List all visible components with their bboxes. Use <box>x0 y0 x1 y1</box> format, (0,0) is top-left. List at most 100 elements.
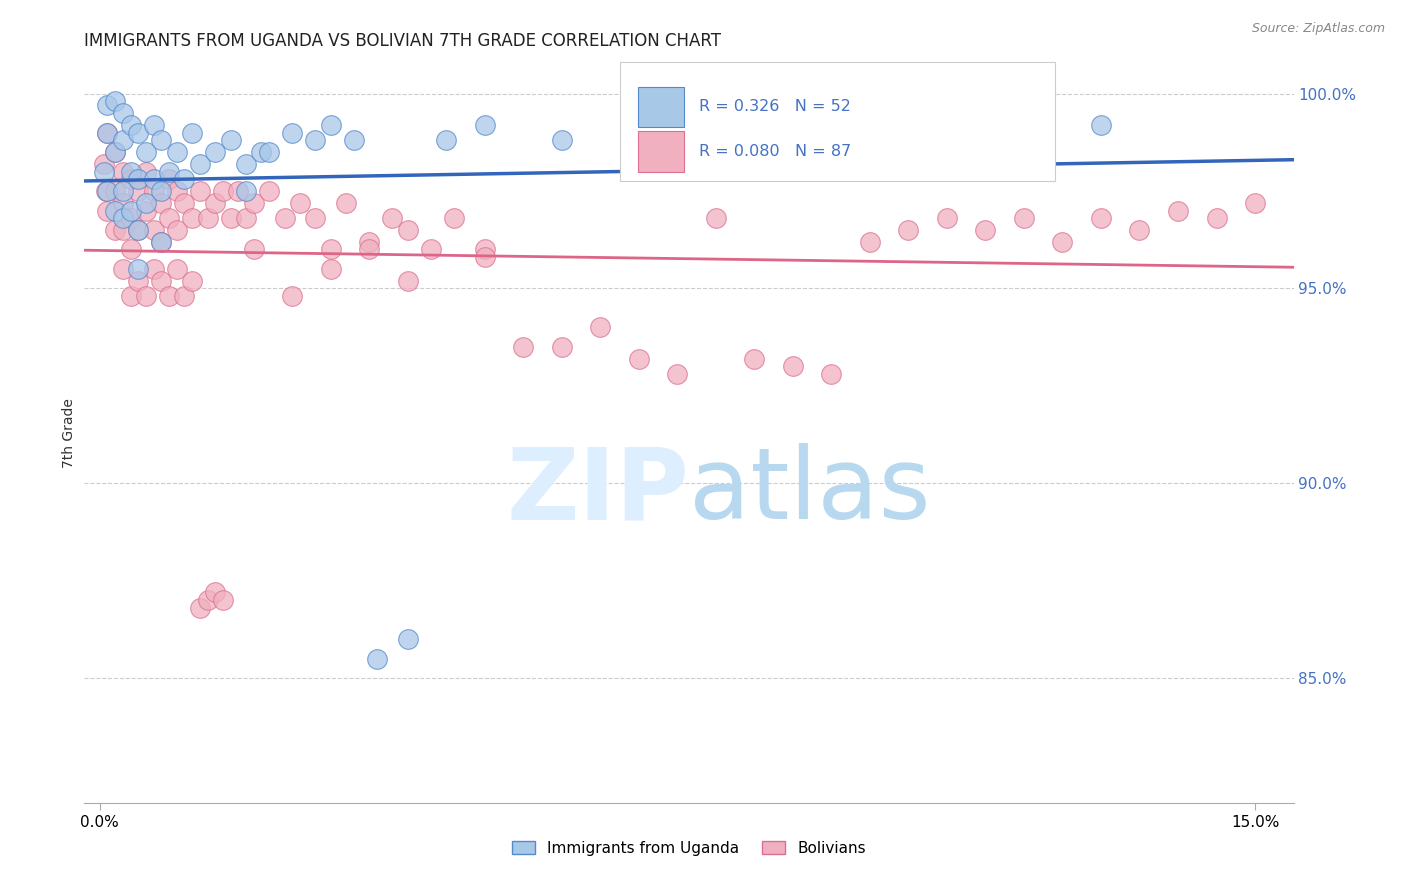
Point <box>228 184 250 198</box>
Point <box>111 223 134 237</box>
Point <box>197 593 219 607</box>
Point <box>288 195 311 210</box>
Point <box>820 367 842 381</box>
Point <box>150 235 173 249</box>
Y-axis label: 7th Grade: 7th Grade <box>62 398 76 467</box>
Point <box>142 262 165 277</box>
Point <box>96 98 118 112</box>
Point <box>127 223 149 237</box>
Point <box>212 184 235 198</box>
Bar <box>638 87 685 128</box>
Point <box>704 211 727 226</box>
Point <box>135 203 157 218</box>
Point <box>627 351 650 366</box>
Point <box>150 133 173 147</box>
Point <box>1052 235 1074 249</box>
Point <box>188 157 211 171</box>
Point <box>173 172 195 186</box>
Point <box>120 172 142 186</box>
Point <box>235 211 257 226</box>
Point <box>135 289 157 303</box>
Point <box>551 340 574 354</box>
Point <box>120 164 142 178</box>
Point <box>243 243 266 257</box>
Point <box>359 235 381 249</box>
Text: atlas: atlas <box>689 443 931 541</box>
Point <box>396 632 419 647</box>
Point <box>157 211 180 226</box>
Text: IMMIGRANTS FROM UGANDA VS BOLIVIAN 7TH GRADE CORRELATION CHART: IMMIGRANTS FROM UGANDA VS BOLIVIAN 7TH G… <box>84 32 721 50</box>
Point <box>250 145 273 159</box>
Point <box>142 172 165 186</box>
Point <box>150 195 173 210</box>
Point <box>111 106 134 120</box>
Point <box>166 262 188 277</box>
Point <box>166 223 188 237</box>
Point <box>111 211 134 226</box>
Point <box>1090 118 1112 132</box>
Text: ZIP: ZIP <box>506 443 689 541</box>
Point <box>111 133 134 147</box>
Point <box>127 274 149 288</box>
Point <box>181 126 204 140</box>
FancyBboxPatch shape <box>620 62 1056 181</box>
Point <box>474 118 496 132</box>
Point <box>204 195 226 210</box>
Point <box>551 133 574 147</box>
Point <box>704 126 727 140</box>
Bar <box>638 131 685 171</box>
Point <box>104 145 127 159</box>
Point <box>127 262 149 277</box>
Point <box>150 274 173 288</box>
Point <box>173 195 195 210</box>
Point <box>111 184 134 198</box>
Point <box>93 164 115 178</box>
Point <box>381 211 404 226</box>
Point <box>142 223 165 237</box>
Point <box>150 235 173 249</box>
Text: R = 0.326   N = 52: R = 0.326 N = 52 <box>699 99 851 114</box>
Point <box>93 157 115 171</box>
Point <box>94 184 117 198</box>
Point <box>1244 195 1267 210</box>
Point <box>96 126 118 140</box>
Legend: Immigrants from Uganda, Bolivians: Immigrants from Uganda, Bolivians <box>506 835 872 862</box>
Point <box>666 367 689 381</box>
Point <box>257 184 280 198</box>
Point <box>219 133 242 147</box>
Point <box>104 203 127 218</box>
Point <box>120 203 142 218</box>
Point <box>974 223 997 237</box>
Point <box>319 243 342 257</box>
Point <box>443 211 465 226</box>
Point <box>897 223 920 237</box>
Point <box>104 145 127 159</box>
Point <box>157 289 180 303</box>
Point <box>782 133 804 147</box>
Point <box>173 289 195 303</box>
Point <box>111 195 134 210</box>
Point <box>474 250 496 264</box>
Point <box>782 359 804 374</box>
Text: Source: ZipAtlas.com: Source: ZipAtlas.com <box>1251 22 1385 36</box>
Point <box>281 289 304 303</box>
Point <box>343 133 366 147</box>
Point <box>366 651 388 665</box>
Point <box>1012 211 1035 226</box>
Point <box>319 262 342 277</box>
Point <box>111 164 134 178</box>
Point <box>135 145 157 159</box>
Point <box>96 126 118 140</box>
Point <box>111 262 134 277</box>
Point <box>589 320 612 334</box>
Point <box>96 203 118 218</box>
Point <box>434 133 457 147</box>
Point <box>120 289 142 303</box>
Point <box>181 274 204 288</box>
Point <box>319 118 342 132</box>
Point <box>204 585 226 599</box>
Point <box>335 195 357 210</box>
Point <box>1012 133 1035 147</box>
Point <box>744 351 766 366</box>
Point <box>104 184 127 198</box>
